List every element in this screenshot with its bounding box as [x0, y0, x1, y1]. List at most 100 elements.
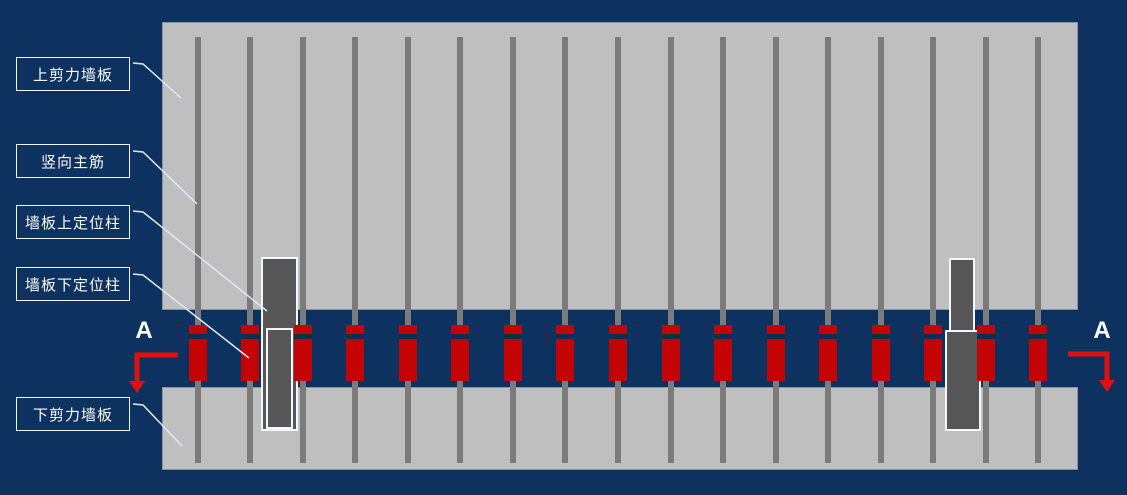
grout-sleeve-connector [1029, 325, 1047, 381]
grout-sleeve-connector [399, 325, 417, 381]
connector-cap [819, 325, 837, 334]
connector-body [346, 339, 364, 381]
connector-stripe [662, 334, 680, 339]
label-upper-shear-wall-panel: 上剪力墙板 [16, 57, 130, 91]
rebar [562, 37, 568, 463]
connector-cap [977, 325, 995, 334]
connector-cap [346, 325, 364, 334]
grout-sleeve-connector [924, 325, 942, 381]
connector-stripe [767, 334, 785, 339]
connector-cap [241, 325, 259, 334]
connector-stripe [924, 334, 942, 339]
grout-sleeve-connector [241, 325, 259, 381]
rebar [1035, 37, 1041, 463]
right-positioning-column-lower [945, 330, 981, 431]
rebar [405, 37, 411, 463]
connector-body [767, 339, 785, 381]
connector-body [714, 339, 732, 381]
connector-body [662, 339, 680, 381]
label-text: 墙板下定位柱 [24, 276, 121, 294]
connector-stripe [294, 334, 312, 339]
label-panel-lower-positioning-column: 墙板下定位柱 [16, 267, 130, 301]
rebar [510, 37, 516, 463]
connector-stripe [819, 334, 837, 339]
connector-cap [189, 325, 207, 334]
connector-stripe [872, 334, 890, 339]
grout-sleeve-connector [294, 325, 312, 381]
grout-sleeve-connector [662, 325, 680, 381]
section-arrow-left-icon [129, 381, 145, 393]
rebar [720, 37, 726, 463]
grout-sleeve-connector [819, 325, 837, 381]
connector-cap [714, 325, 732, 334]
grout-sleeve-connector [872, 325, 890, 381]
rebar [825, 37, 831, 463]
label-text: 竖向主筋 [40, 153, 105, 171]
rebar [878, 37, 884, 463]
rebar [195, 37, 201, 463]
rebar [457, 37, 463, 463]
rebar [247, 37, 253, 463]
connector-body [872, 339, 890, 381]
connector-body [924, 339, 942, 381]
rebar [352, 37, 358, 463]
section-cut-line-right [1068, 351, 1110, 382]
connector-cap [872, 325, 890, 334]
grout-sleeve-connector [609, 325, 627, 381]
label-text: 上剪力墙板 [32, 66, 113, 84]
label-text: 墙板上定位柱 [24, 214, 121, 232]
connector-cap [662, 325, 680, 334]
connector-stripe [1029, 334, 1047, 339]
label-panel-upper-positioning-column: 墙板上定位柱 [16, 205, 130, 239]
grout-sleeve-connector [189, 325, 207, 381]
connector-stripe [714, 334, 732, 339]
left-positioning-column-lower-outline [266, 328, 293, 429]
connector-body [451, 339, 469, 381]
grout-sleeve-connector [504, 325, 522, 381]
connector-body [977, 339, 995, 381]
connector-body [504, 339, 522, 381]
connector-cap [399, 325, 417, 334]
grout-sleeve-connector [346, 325, 364, 381]
connector-body [556, 339, 574, 381]
connector-body [294, 339, 312, 381]
grout-sleeve-connector [714, 325, 732, 381]
connector-stripe [977, 334, 995, 339]
connector-stripe [241, 334, 259, 339]
connector-body [189, 339, 207, 381]
connector-cap [609, 325, 627, 334]
section-arrow-right-icon [1099, 380, 1115, 392]
label-lower-shear-wall-panel: 下剪力墙板 [16, 397, 130, 431]
rebar [300, 37, 306, 463]
connector-cap [1029, 325, 1047, 334]
grout-sleeve-connector [767, 325, 785, 381]
connector-stripe [451, 334, 469, 339]
grout-sleeve-connector [556, 325, 574, 381]
connector-cap [767, 325, 785, 334]
grout-sleeve-connector [451, 325, 469, 381]
section-marker-right: A [1093, 317, 1111, 344]
connector-body [241, 339, 259, 381]
connector-cap [924, 325, 942, 334]
rebar [773, 37, 779, 463]
connector-stripe [504, 334, 522, 339]
label-text: 下剪力墙板 [32, 406, 113, 424]
connector-cap [556, 325, 574, 334]
right-positioning-column-upper [949, 258, 975, 334]
label-vertical-main-rebar: 竖向主筋 [16, 144, 130, 178]
connector-stripe [346, 334, 364, 339]
section-cut-line-left [134, 352, 178, 383]
rebar [668, 37, 674, 463]
connector-body [819, 339, 837, 381]
connector-body [609, 339, 627, 381]
connector-cap [451, 325, 469, 334]
connector-stripe [556, 334, 574, 339]
grout-sleeve-connector [977, 325, 995, 381]
section-marker-left: A [135, 317, 153, 344]
connector-body [1029, 339, 1047, 381]
connector-body [399, 339, 417, 381]
connector-cap [294, 325, 312, 334]
rebar [983, 37, 989, 463]
connector-stripe [399, 334, 417, 339]
